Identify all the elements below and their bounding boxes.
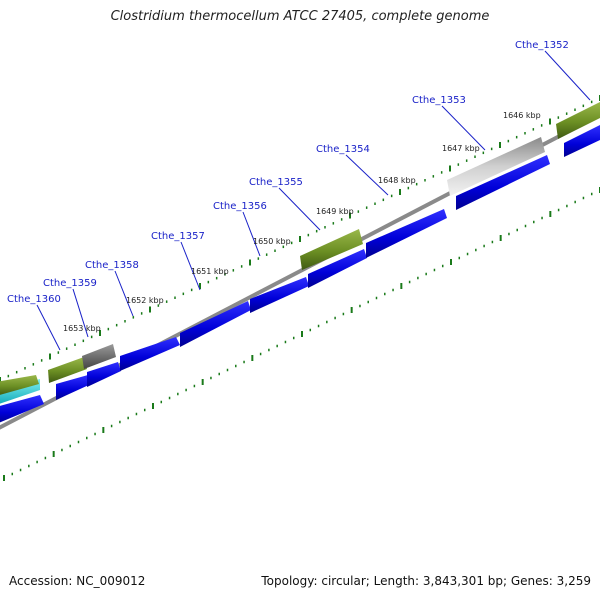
cds-arrow[interactable] <box>120 337 180 371</box>
gene-block-darkgray[interactable] <box>82 344 116 369</box>
kbp-label: 1648 kbp <box>378 176 416 185</box>
kbp-label: 1649 kbp <box>316 207 354 216</box>
kbp-label: 1650 kbp <box>253 237 291 246</box>
gene-block-green[interactable] <box>556 102 600 139</box>
gene-label[interactable]: Cthe_1356 <box>213 201 267 212</box>
cds-arrow[interactable] <box>180 301 251 347</box>
cds-track <box>0 125 600 424</box>
kbp-label: 1647 kbp <box>442 144 480 153</box>
gene-block-green[interactable] <box>48 357 87 383</box>
genome-stats-text: Topology: circular; Length: 3,843,301 bp… <box>261 574 591 588</box>
cds-arrow[interactable] <box>456 155 550 210</box>
gene-block-gray[interactable] <box>447 137 545 196</box>
cds-arrow[interactable] <box>250 277 309 313</box>
gene-track <box>0 102 600 404</box>
gene-leader-line <box>114 270 134 317</box>
cds-arrow[interactable] <box>56 375 91 400</box>
gene-label[interactable]: Cthe_1352 <box>515 40 569 51</box>
cds-arrow[interactable] <box>308 249 367 288</box>
gene-label[interactable]: Cthe_1354 <box>316 144 370 155</box>
gene-leader-line <box>72 288 89 338</box>
cds-arrow[interactable] <box>564 125 600 157</box>
gene-label[interactable]: Cthe_1360 <box>7 294 61 305</box>
gene-leader-line <box>242 211 261 257</box>
outer-tick-marks <box>0 95 600 383</box>
map-title: Clostridium thermocellum ATCC 27405, com… <box>110 9 490 24</box>
cds-arrow[interactable] <box>87 362 121 387</box>
gene-leader-line <box>278 187 321 231</box>
gene-block-green[interactable] <box>0 375 39 396</box>
gene-leader-line <box>36 304 61 351</box>
gene-leader-line <box>345 154 389 196</box>
cds-arrow[interactable] <box>0 395 44 424</box>
gene-label[interactable]: Cthe_1353 <box>412 95 466 106</box>
gene-labels: Cthe_1352 Cthe_1353 Cthe_1354 Cthe_1355 Cthe… <box>7 40 591 351</box>
gene-block-green[interactable] <box>300 229 363 270</box>
cds-arrow[interactable] <box>366 209 447 258</box>
kbp-label: 1653 kbp <box>63 324 101 333</box>
gene-label[interactable]: Cthe_1358 <box>85 260 139 271</box>
accession-text: Accession: NC_009012 <box>9 574 146 588</box>
kbp-label: 1652 kbp <box>126 296 164 305</box>
gene-label[interactable]: Cthe_1357 <box>151 231 205 242</box>
kbp-labels: 1646 kbp 1647 kbp 1648 kbp 1649 kbp 1650 kbp… <box>63 111 541 333</box>
gene-leader-line <box>180 241 201 291</box>
gene-leader-line <box>544 50 591 101</box>
kbp-label: 1651 kbp <box>191 267 229 276</box>
kbp-label: 1646 kbp <box>503 111 541 120</box>
gene-label[interactable]: Cthe_1359 <box>43 278 97 289</box>
gene-leader-line <box>441 105 486 151</box>
gene-label[interactable]: Cthe_1355 <box>249 177 303 188</box>
inner-tick-marks <box>3 187 600 481</box>
